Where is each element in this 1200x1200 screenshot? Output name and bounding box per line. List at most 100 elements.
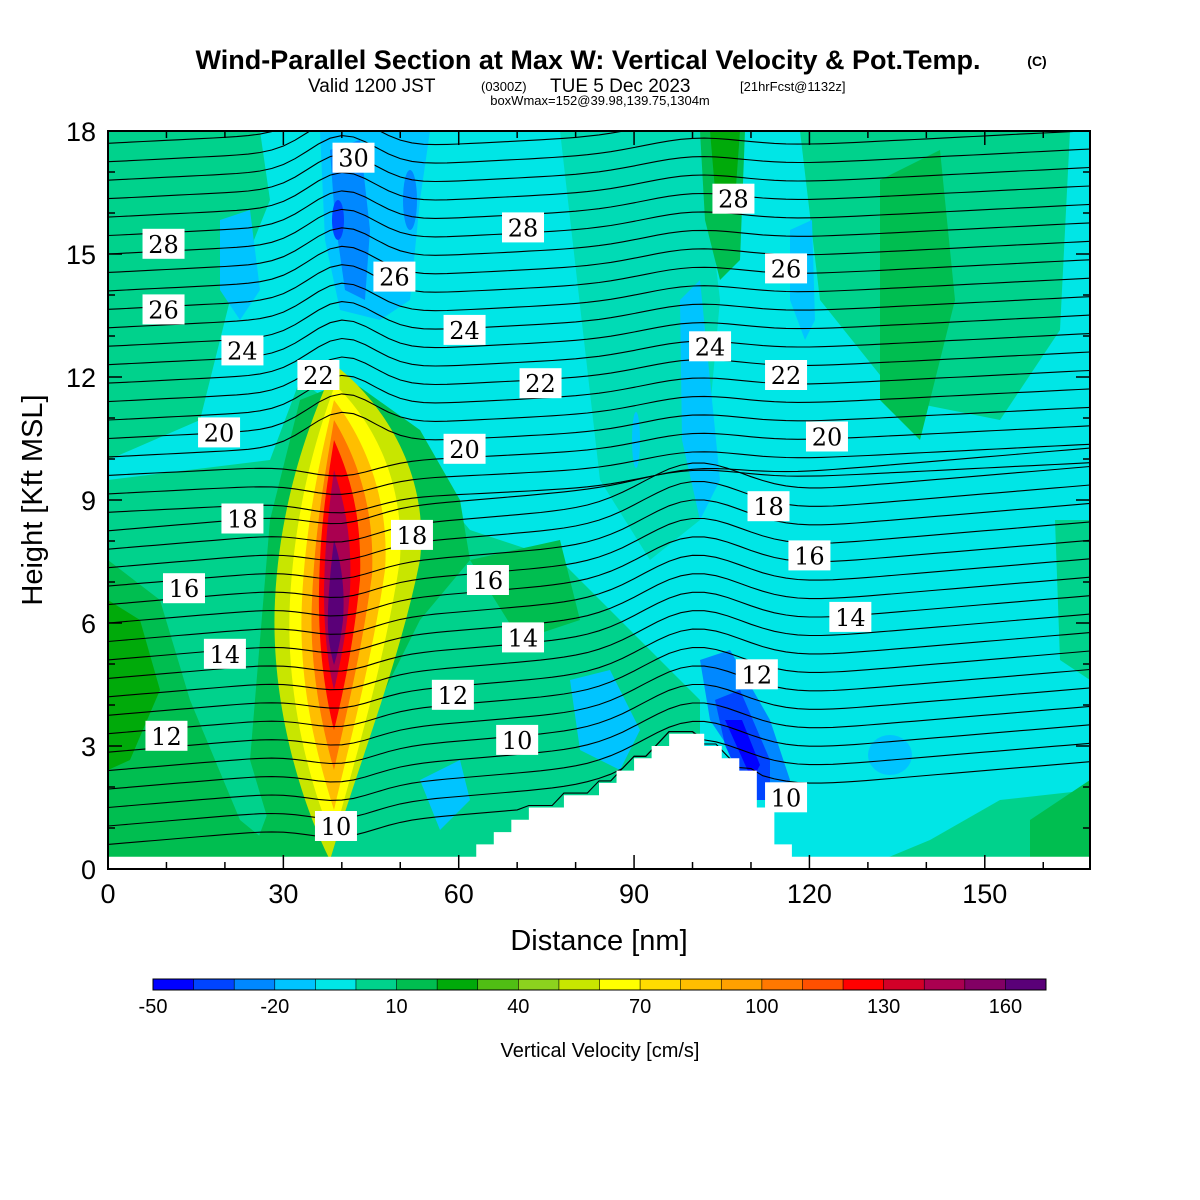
contour-label: 24	[689, 331, 732, 362]
contour-label: 12	[145, 720, 188, 751]
chart-title: Wind-Parallel Section at Max W: Vertical…	[196, 45, 981, 75]
contour-label: 28	[712, 183, 755, 214]
contour-label: 12	[735, 659, 778, 690]
y-tick-label: 12	[66, 363, 96, 393]
contour-label: 22	[519, 368, 562, 399]
contour-label-text: 14	[835, 604, 866, 632]
theta-contour-line	[108, 683, 1090, 772]
contour-label: 28	[502, 212, 545, 243]
theta-contour-line	[108, 702, 1090, 790]
contour-label-bg	[142, 294, 185, 325]
contour-label-bg	[198, 417, 241, 448]
colorbar-swatch	[558, 979, 600, 990]
contour-label-bg	[221, 335, 264, 366]
contour-label: 12	[431, 679, 474, 710]
contour-label-bg	[712, 183, 755, 214]
contour-label-bg	[765, 253, 808, 284]
contour-label-text: 22	[525, 370, 556, 398]
contour-label: 14	[203, 638, 246, 669]
contour-label-bg	[519, 368, 562, 399]
colorbar-title: Vertical Velocity [cm/s]	[501, 1040, 700, 1062]
contour-label-bg	[765, 360, 808, 390]
contour-label-bg	[496, 724, 539, 755]
contour-label-text: 18	[753, 493, 784, 521]
contour-label-text: 10	[502, 727, 533, 755]
theta-contour-line	[108, 462, 1090, 550]
x-tick-label: 0	[100, 879, 115, 909]
contour-label-text: 26	[771, 255, 802, 283]
colorbar-tick-label: 100	[745, 996, 778, 1018]
contour-label: 30	[332, 142, 375, 173]
theta-contour-line	[108, 369, 1090, 421]
theta-contour-line	[108, 554, 1090, 643]
colorbar-swatch	[355, 979, 398, 990]
theta-contour-line	[108, 388, 1090, 440]
contour-label-bg	[747, 491, 790, 522]
colorbar-swatch	[599, 979, 641, 990]
y-tick-label: 9	[81, 486, 96, 516]
theta-contour-line	[108, 222, 1090, 273]
colorbar-tick-label: 70	[629, 996, 651, 1018]
contour-label-text: 20	[812, 424, 843, 452]
theta-contour-line	[108, 447, 1090, 532]
contour-label: 18	[747, 491, 790, 522]
contour-label: 22	[765, 360, 808, 390]
colorbar-swatch	[193, 979, 235, 990]
y-tick-label: 0	[81, 855, 96, 885]
colorbar-swatch	[518, 979, 560, 990]
contour-label-text: 30	[338, 145, 369, 173]
contour-label-bg	[735, 659, 778, 690]
colorbar-swatch	[883, 979, 925, 990]
y-tick-label: 3	[81, 732, 96, 762]
colorbar-swatch	[761, 979, 803, 990]
theta-contour-line	[108, 573, 1090, 661]
theta-contour-line	[108, 499, 1090, 587]
contour-label: 20	[443, 433, 486, 464]
contour-label-bg	[788, 540, 831, 571]
contour-label: 14	[829, 601, 872, 632]
contour-label: 14	[502, 622, 545, 653]
theta-contour-line	[108, 425, 1090, 477]
contour-label-text: 14	[210, 641, 241, 669]
contour-label-text: 16	[794, 542, 825, 570]
contour-label: 28	[142, 228, 185, 259]
contour-label-text: 12	[438, 682, 469, 710]
contour-label: 16	[466, 565, 509, 595]
contour-label: 22	[297, 360, 340, 390]
contour-label: 16	[162, 573, 205, 604]
contour-label: 18	[221, 503, 264, 534]
contour-label-text: 10	[321, 813, 352, 841]
contour-label-text: 24	[695, 333, 726, 361]
y-tick-label: 6	[81, 609, 96, 639]
theta-contour-line	[108, 123, 1090, 125]
theta-contour-line	[108, 462, 1090, 514]
contour-label-text: 20	[449, 436, 480, 464]
contour-label-text: 18	[227, 506, 258, 534]
contour-label-text: 16	[473, 567, 504, 595]
contour-label-text: 28	[508, 214, 539, 242]
contour-label-bg	[689, 331, 732, 362]
contour-label: 10	[496, 724, 539, 755]
contour-label: 18	[390, 519, 433, 550]
colorbar-tick-label: 40	[507, 996, 529, 1018]
x-tick-label: 120	[787, 879, 832, 909]
contour-label-text: 28	[148, 231, 179, 259]
contour-label-text: 20	[204, 419, 235, 447]
theta-contour-line	[108, 591, 1090, 679]
theta-contour-line	[108, 731, 1090, 845]
contour-label: 24	[443, 314, 486, 345]
theta-contour-line	[108, 443, 1090, 495]
theta-contour-line	[108, 406, 1090, 458]
theta-contour-line	[108, 610, 1090, 698]
theta-contour-line	[108, 203, 1090, 255]
contour-label-bg	[297, 360, 340, 390]
x-tick-label: 90	[619, 879, 649, 909]
colorbar-tick-label: 160	[989, 996, 1022, 1018]
theta-contour-line	[108, 731, 1090, 827]
contour-label-bg	[443, 433, 486, 464]
colorbar: -50 -20 10 40 70 100 130 160	[139, 978, 1047, 1018]
x-tick-label: 150	[962, 879, 1007, 909]
terrain	[108, 733, 1090, 869]
theta-contour-line	[108, 481, 1090, 569]
